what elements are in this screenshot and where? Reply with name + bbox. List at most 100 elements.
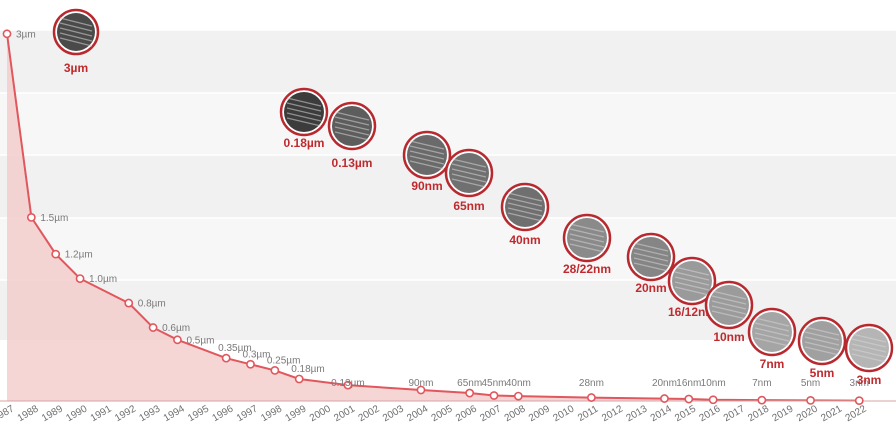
badge-texture — [804, 336, 840, 346]
x-tick-label: 2008 — [503, 403, 528, 424]
badge-texture — [569, 238, 605, 248]
badge-texture — [569, 243, 605, 253]
badge-texture — [569, 223, 605, 233]
badge-texture — [409, 145, 445, 155]
badge-texture — [851, 333, 887, 343]
badge-texture — [674, 281, 710, 291]
badge-texture — [633, 262, 669, 272]
data-label: 40nm — [506, 378, 531, 389]
data-point — [806, 395, 815, 405]
badge-texture — [451, 178, 487, 188]
x-tick-label: 2010 — [551, 403, 576, 424]
node-label: 40nm — [509, 233, 540, 247]
x-tick-label: 2017 — [722, 403, 747, 424]
data-point — [246, 359, 255, 369]
badge-texture — [59, 27, 93, 37]
grid-band — [0, 218, 896, 280]
x-tick-label: 2009 — [527, 403, 552, 424]
badge-texture — [633, 242, 669, 252]
node-badge: 28/22nm — [562, 213, 612, 276]
badge-texture — [754, 327, 790, 337]
node-label: 10nm — [713, 330, 744, 344]
data-label: 0.3µm — [243, 349, 271, 360]
data-point — [708, 395, 718, 405]
x-tick-label: 2019 — [771, 403, 796, 424]
x-tick-label: 1998 — [259, 403, 284, 424]
badge-texture — [711, 295, 747, 305]
badge-texture — [804, 346, 840, 356]
badge-texture — [633, 257, 669, 267]
badge-texture — [711, 290, 747, 300]
badge-texture — [286, 117, 322, 127]
badge-texture — [633, 247, 669, 257]
badge-texture — [451, 173, 487, 183]
x-tick-label: 2001 — [332, 403, 357, 424]
x-tick-label: 1999 — [284, 403, 309, 424]
x-tick-label: 1997 — [235, 403, 260, 424]
data-label: 90nm — [408, 378, 433, 389]
badge-texture — [286, 112, 322, 122]
node-badges: 3µm0.18µm0.13µm90nm65nm40nm28/22nm20nm16… — [52, 8, 894, 387]
badge-texture — [851, 338, 887, 348]
grid-bands — [0, 29, 896, 340]
x-tick-label: 1996 — [211, 403, 236, 424]
badge-texture — [851, 353, 887, 363]
x-tick-label: 1993 — [137, 403, 162, 424]
badge-texture — [674, 271, 710, 281]
data-point — [270, 365, 280, 375]
x-tick-label: 2000 — [308, 403, 333, 424]
badge-texture — [507, 197, 543, 207]
data-point — [294, 374, 304, 384]
data-label: 20nm — [652, 378, 677, 389]
data-point — [757, 395, 767, 405]
node-label: 65nm — [453, 199, 484, 213]
data-point — [148, 323, 158, 332]
area-fill — [7, 33, 860, 402]
x-tick-label: 2005 — [430, 403, 455, 424]
x-tick-label: 1995 — [186, 403, 211, 424]
x-tick-label: 2007 — [478, 403, 503, 424]
data-label: 0.18µm — [291, 364, 325, 375]
badge-texture — [754, 337, 790, 347]
badge-texture — [674, 276, 710, 286]
data-point — [489, 391, 499, 400]
node-badge: 0.18µm — [279, 87, 329, 150]
badge-texture — [507, 202, 543, 212]
node-badge: 90nm — [402, 130, 452, 193]
data-label: 3µm — [16, 29, 36, 40]
data-point — [587, 393, 596, 402]
data-point — [2, 29, 12, 39]
data-point — [465, 388, 475, 398]
badge-texture — [711, 300, 747, 310]
data-label: 5nm — [801, 378, 820, 389]
data-point — [416, 385, 426, 395]
badge-texture — [451, 163, 487, 173]
data-point — [221, 353, 231, 363]
data-point — [124, 298, 134, 308]
badge-texture — [59, 17, 93, 27]
data-label: 0.25µm — [267, 355, 301, 366]
badge-texture — [711, 310, 747, 320]
x-tick-label: 2018 — [746, 403, 771, 424]
data-points — [2, 29, 864, 406]
node-label: 90nm — [411, 179, 442, 193]
badge-texture — [59, 32, 93, 42]
badge-texture — [569, 228, 605, 238]
x-tick-label: 2011 — [576, 403, 601, 423]
badge-texture — [507, 192, 543, 202]
badge-texture — [507, 212, 543, 222]
x-tick-label: 2012 — [600, 403, 625, 424]
node-badge: 10nm — [704, 280, 754, 344]
badge-texture — [334, 126, 370, 136]
badge-texture — [711, 305, 747, 315]
badge-texture — [507, 207, 543, 217]
badge-texture — [851, 348, 887, 358]
node-badge: 5nm — [797, 316, 847, 380]
data-point — [26, 212, 36, 222]
badge-texture — [754, 322, 790, 332]
badge-texture — [409, 150, 445, 160]
x-tick-label: 2021 — [819, 403, 844, 424]
data-point — [684, 394, 694, 404]
x-tick-label: 1988 — [16, 403, 41, 424]
data-label: 1.0µm — [89, 274, 117, 285]
